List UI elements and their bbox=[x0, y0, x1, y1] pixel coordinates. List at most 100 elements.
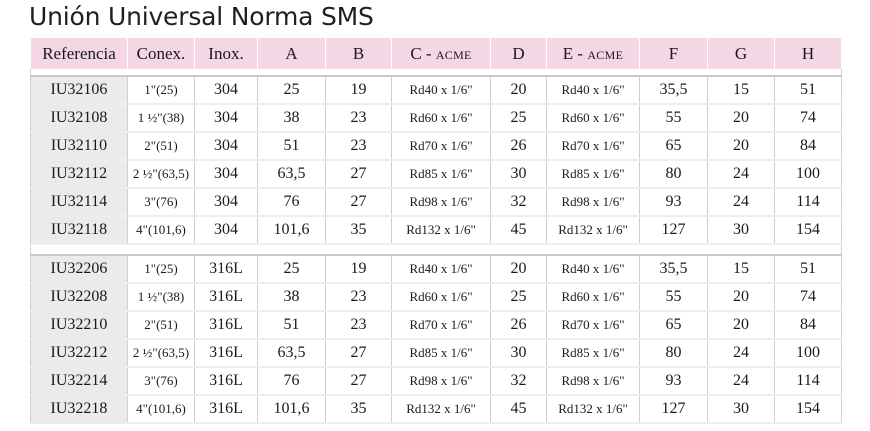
header-inox: Inox. bbox=[194, 38, 258, 69]
cell-a: 51 bbox=[257, 311, 326, 340]
cell-a: 25 bbox=[257, 76, 326, 105]
header-e: E - ACME bbox=[546, 38, 640, 69]
table-row: IU32118 4"(101,6) 304 101,6 35 Rd132 x 1/6" 45… bbox=[30, 216, 842, 245]
cell-g: 15 bbox=[707, 76, 775, 105]
cell-a: 38 bbox=[257, 104, 326, 133]
cell-f: 127 bbox=[639, 216, 708, 245]
cell-a: 101,6 bbox=[257, 395, 326, 424]
header-conex: Conex. bbox=[127, 38, 195, 69]
cell-inox: 316L bbox=[194, 283, 258, 312]
cell-c: Rd132 x 1/6" bbox=[391, 216, 491, 245]
group-separator bbox=[30, 244, 842, 256]
group-separator-cell bbox=[30, 69, 842, 77]
header-e-acme: ACME bbox=[587, 47, 624, 62]
header-c: C - ACME bbox=[391, 38, 491, 69]
cell-g: 24 bbox=[707, 160, 775, 189]
cell-b: 35 bbox=[325, 395, 392, 424]
table-row: IU32214 3"(76) 316L 76 27 Rd98 x 1/6" 32 Rd98 x… bbox=[30, 367, 842, 396]
cell-conex: 1 ½"(38) bbox=[127, 283, 195, 312]
cell-a: 76 bbox=[257, 188, 326, 217]
cell-referencia: IU32118 bbox=[30, 216, 128, 245]
header-e-label: E - bbox=[562, 43, 588, 63]
cell-g: 20 bbox=[707, 283, 775, 312]
cell-inox: 304 bbox=[194, 160, 258, 189]
cell-h: 51 bbox=[774, 76, 842, 105]
table-row: IU32206 1"(25) 316L 25 19 Rd40 x 1/6" 20 Rd40 x… bbox=[30, 255, 842, 284]
cell-referencia: IU32110 bbox=[30, 132, 128, 161]
cell-c: Rd70 x 1/6" bbox=[391, 132, 491, 161]
cell-referencia: IU32208 bbox=[30, 283, 128, 312]
cell-referencia: IU32218 bbox=[30, 395, 128, 424]
cell-b: 27 bbox=[325, 367, 392, 396]
cell-referencia: IU32114 bbox=[30, 188, 128, 217]
cell-referencia: IU32108 bbox=[30, 104, 128, 133]
cell-conex: 1"(25) bbox=[127, 255, 195, 284]
cell-c: Rd60 x 1/6" bbox=[391, 104, 491, 133]
cell-d: 30 bbox=[490, 160, 547, 189]
cell-conex: 1"(25) bbox=[127, 76, 195, 105]
header-b: B bbox=[325, 38, 392, 69]
cell-e: Rd132 x 1/6" bbox=[546, 216, 640, 245]
cell-inox: 304 bbox=[194, 104, 258, 133]
cell-referencia: IU32214 bbox=[30, 367, 128, 396]
cell-f: 93 bbox=[639, 367, 708, 396]
group-separator-cell bbox=[30, 244, 842, 256]
cell-f: 35,5 bbox=[639, 76, 708, 105]
header-referencia: Referencia bbox=[30, 38, 128, 69]
cell-referencia: IU32206 bbox=[30, 255, 128, 284]
cell-d: 45 bbox=[490, 216, 547, 245]
table-row: IU32210 2"(51) 316L 51 23 Rd70 x 1/6" 26 Rd70 x… bbox=[30, 311, 842, 340]
cell-a: 76 bbox=[257, 367, 326, 396]
cell-referencia: IU32112 bbox=[30, 160, 128, 189]
cell-b: 35 bbox=[325, 216, 392, 245]
header-a: A bbox=[257, 38, 326, 69]
cell-e: Rd85 x 1/6" bbox=[546, 160, 640, 189]
cell-b: 27 bbox=[325, 160, 392, 189]
cell-referencia: IU32106 bbox=[30, 76, 128, 105]
header-h: H bbox=[774, 38, 842, 69]
cell-d: 20 bbox=[490, 255, 547, 284]
table-row: IU32212 2 ½"(63,5) 316L 63,5 27 Rd85 x 1/6" 30… bbox=[30, 339, 842, 368]
cell-d: 25 bbox=[490, 104, 547, 133]
cell-d: 26 bbox=[490, 311, 547, 340]
cell-referencia: IU32210 bbox=[30, 311, 128, 340]
cell-c: Rd85 x 1/6" bbox=[391, 339, 491, 368]
cell-g: 30 bbox=[707, 395, 775, 424]
table-row: IU32218 4"(101,6) 316L 101,6 35 Rd132 x 1/6" 4… bbox=[30, 395, 842, 424]
cell-a: 25 bbox=[257, 255, 326, 284]
cell-f: 55 bbox=[639, 283, 708, 312]
cell-c: Rd132 x 1/6" bbox=[391, 395, 491, 424]
group-separator bbox=[30, 69, 842, 77]
cell-h: 114 bbox=[774, 367, 842, 396]
cell-h: 154 bbox=[774, 216, 842, 245]
cell-d: 32 bbox=[490, 188, 547, 217]
cell-h: 84 bbox=[774, 132, 842, 161]
table-row: IU32114 3"(76) 304 76 27 Rd98 x 1/6" 32 Rd98 x … bbox=[30, 188, 842, 217]
cell-d: 26 bbox=[490, 132, 547, 161]
cell-g: 24 bbox=[707, 188, 775, 217]
cell-c: Rd70 x 1/6" bbox=[391, 311, 491, 340]
cell-c: Rd60 x 1/6" bbox=[391, 283, 491, 312]
cell-d: 45 bbox=[490, 395, 547, 424]
cell-inox: 304 bbox=[194, 188, 258, 217]
cell-f: 55 bbox=[639, 104, 708, 133]
cell-a: 51 bbox=[257, 132, 326, 161]
table-body: IU32106 1"(25) 304 25 19 Rd40 x 1/6" 20 Rd40 x … bbox=[30, 69, 842, 424]
cell-b: 27 bbox=[325, 339, 392, 368]
cell-f: 35,5 bbox=[639, 255, 708, 284]
cell-b: 23 bbox=[325, 311, 392, 340]
cell-e: Rd98 x 1/6" bbox=[546, 188, 640, 217]
cell-inox: 316L bbox=[194, 311, 258, 340]
cell-conex: 2"(51) bbox=[127, 311, 195, 340]
cell-conex: 4"(101,6) bbox=[127, 216, 195, 245]
header-d: D bbox=[490, 38, 547, 69]
cell-d: 25 bbox=[490, 283, 547, 312]
cell-inox: 304 bbox=[194, 216, 258, 245]
cell-conex: 3"(76) bbox=[127, 188, 195, 217]
cell-g: 15 bbox=[707, 255, 775, 284]
cell-c: Rd40 x 1/6" bbox=[391, 255, 491, 284]
cell-f: 80 bbox=[639, 339, 708, 368]
cell-inox: 316L bbox=[194, 255, 258, 284]
cell-b: 23 bbox=[325, 283, 392, 312]
cell-b: 27 bbox=[325, 188, 392, 217]
